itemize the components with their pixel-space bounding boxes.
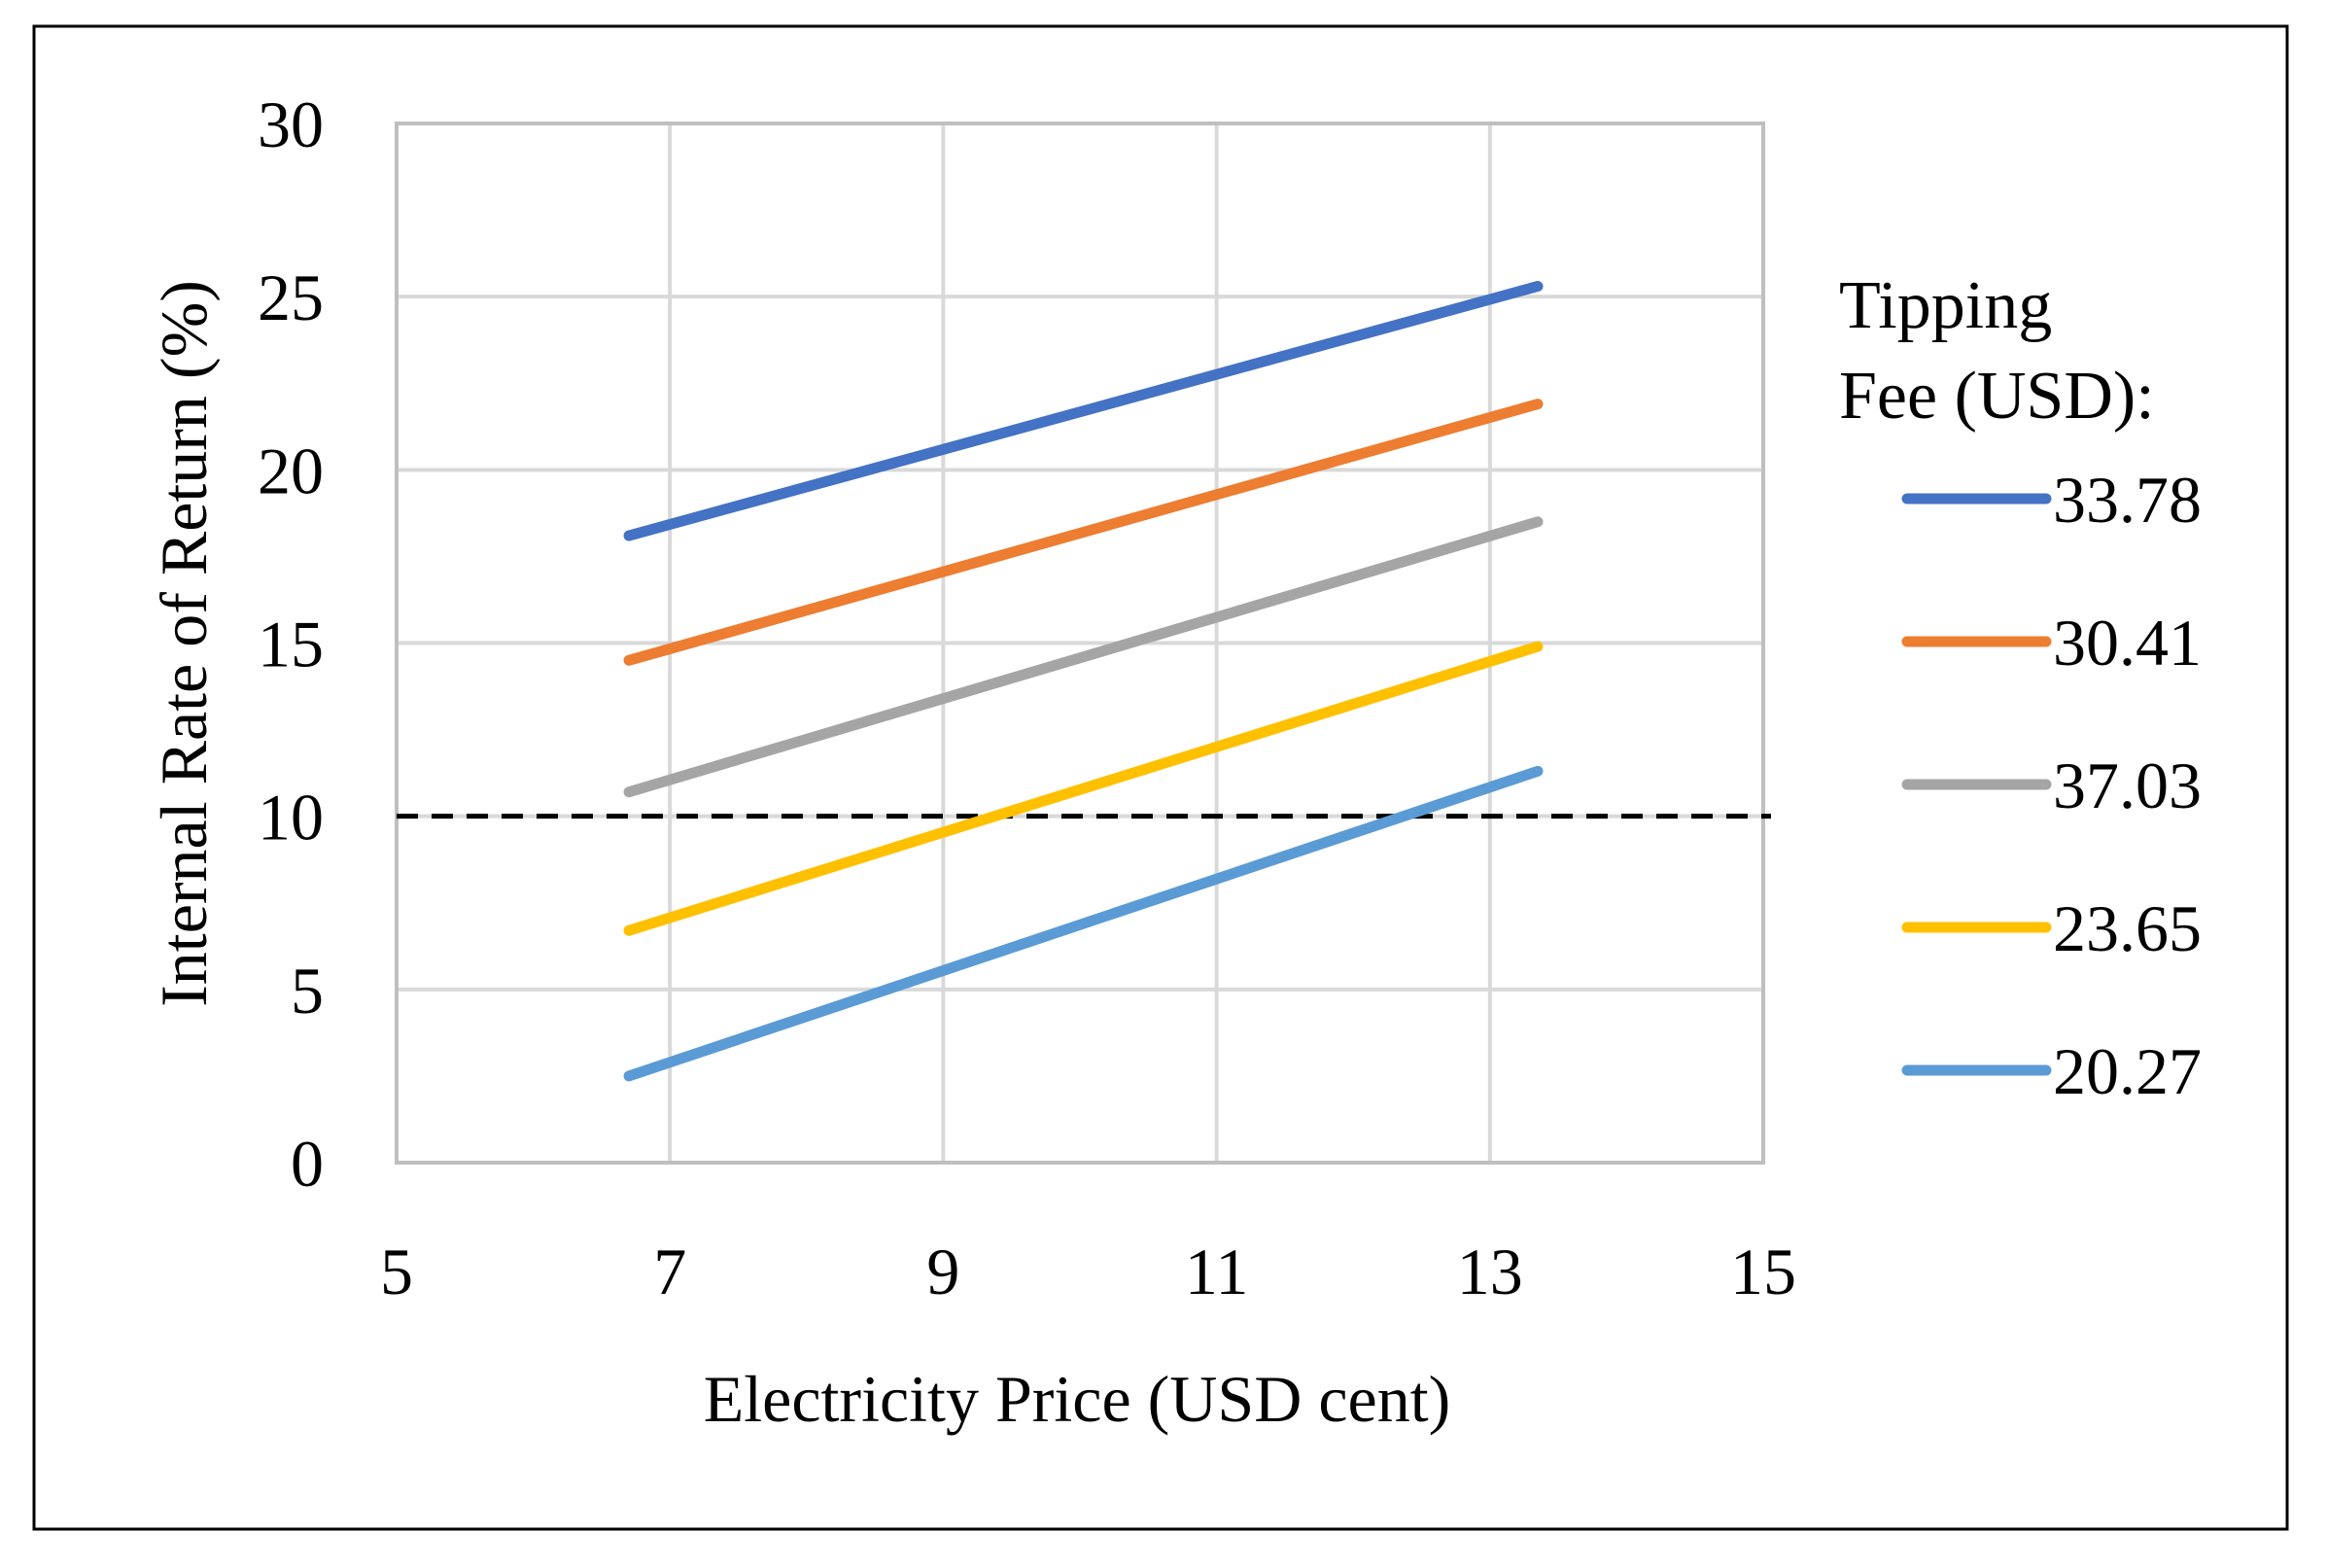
y-tick-label: 20 <box>258 434 324 507</box>
x-axis-title: Electricity Price (USD cent) <box>704 1362 1451 1436</box>
x-tick-label: 9 <box>926 1235 959 1308</box>
legend-items: 33.78 30.41 37.03 23.65 20.27 <box>1901 463 2202 1108</box>
y-tick-label: 25 <box>258 261 324 334</box>
legend-label: 23.65 <box>2053 891 2202 965</box>
x-tick-label: 11 <box>1185 1235 1248 1308</box>
legend-label: 37.03 <box>2053 749 2202 822</box>
legend-title-line-1: Tipping <box>1839 268 2052 343</box>
x-tick-label: 13 <box>1457 1235 1523 1308</box>
series-line-23.65 <box>623 641 1544 936</box>
y-tick-label: 30 <box>258 87 324 161</box>
plot-area-border <box>395 122 1765 1165</box>
y-tick-labels: 0 5 10 15 20 25 30 <box>258 87 324 1201</box>
legend-title-line-2: Fee (USD): <box>1839 359 2155 434</box>
y-tick-label: 0 <box>291 1127 324 1201</box>
y-tick-label: 10 <box>258 781 324 854</box>
series-line-33.78 <box>623 280 1544 541</box>
x-tick-label: 15 <box>1730 1235 1796 1308</box>
x-tick-label: 7 <box>653 1235 686 1308</box>
series-group <box>623 280 1544 1082</box>
legend-item: 30.41 <box>1901 606 2202 679</box>
y-tick-label: 5 <box>291 954 324 1028</box>
legend-item: 37.03 <box>1901 749 2202 822</box>
legend-label: 33.78 <box>2053 463 2202 537</box>
legend: Tipping Fee (USD): 33.78 30.41 37.03 23.65 2… <box>1839 268 2202 1108</box>
legend-label: 30.41 <box>2053 606 2202 679</box>
series-line-20.27 <box>623 765 1544 1082</box>
legend-label: 20.27 <box>2053 1034 2202 1108</box>
x-tick-labels: 5 7 9 11 13 15 <box>380 1235 1796 1308</box>
y-axis-title: Internal Rate of Return (%) <box>147 280 221 1007</box>
legend-item: 23.65 <box>1901 891 2202 965</box>
y-tick-label: 15 <box>258 608 324 681</box>
series-line-30.41 <box>623 399 1544 666</box>
legend-item: 20.27 <box>1901 1034 2202 1108</box>
figure-border <box>32 24 2289 1531</box>
x-tick-label: 5 <box>380 1235 413 1308</box>
legend-item: 33.78 <box>1901 463 2202 537</box>
series-line-37.03 <box>623 516 1544 798</box>
